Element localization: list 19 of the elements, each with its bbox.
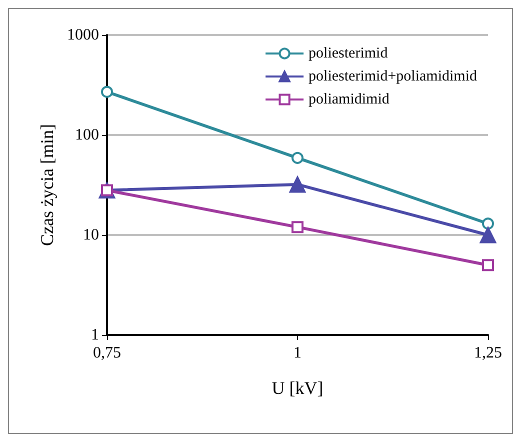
point: [292, 152, 304, 164]
point: [480, 226, 496, 244]
legend-label: poliamidimid: [308, 92, 390, 108]
point: [482, 259, 494, 272]
point: [101, 86, 113, 98]
legend-label: poliesterimid: [308, 46, 388, 62]
point: [482, 218, 494, 230]
point: [289, 176, 306, 193]
x-axis-title: U [kV]: [272, 378, 324, 398]
y-tick-label: 1: [91, 326, 99, 344]
y-tick-label: 100: [75, 126, 99, 144]
x-tick-label: 1: [294, 344, 302, 362]
point: [292, 221, 304, 234]
y-tick-label: 10: [83, 226, 99, 244]
x-tick-label: 1,25: [474, 344, 502, 362]
x-tick-label: 0,75: [93, 344, 121, 362]
y-axis-title: Czas życia [min]: [37, 124, 58, 246]
legend-label: poliesterimid+poliamidimid: [308, 68, 478, 84]
y-tick-label: 1000: [67, 26, 99, 44]
